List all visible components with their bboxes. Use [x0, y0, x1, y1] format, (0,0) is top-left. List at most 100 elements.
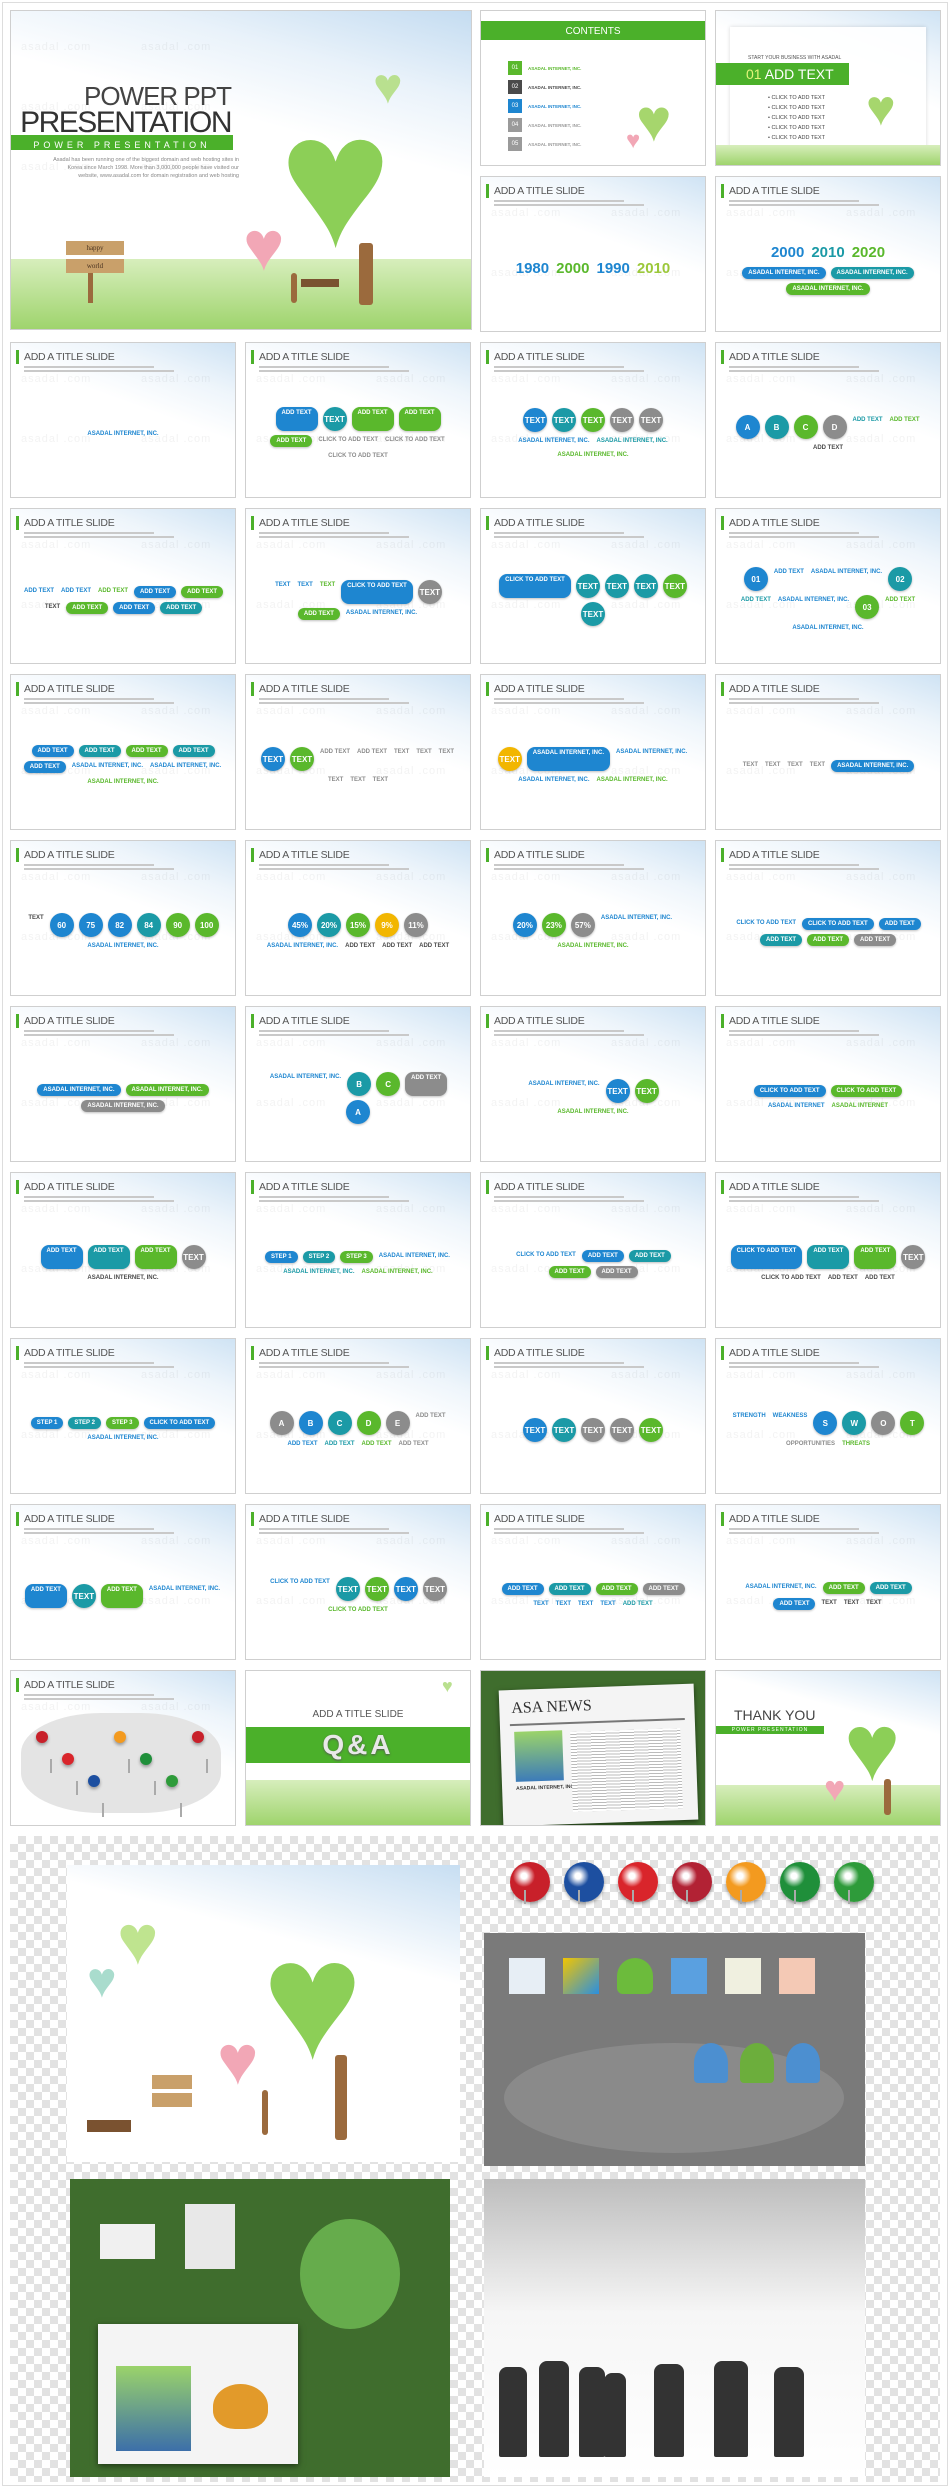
slide-subtitle-line: [729, 698, 859, 700]
diagram-text: ASADAL INTERNET, INC.: [777, 597, 850, 603]
thanks-band-text: POWER PRESENTATION: [731, 1727, 809, 1733]
title-accent-bar: [486, 350, 489, 364]
contents-item[interactable]: 03 ASADAL INTERNET, INC.: [508, 99, 581, 113]
diagram-node: 20%: [317, 913, 341, 937]
diagram-text: ASADAL INTERNET, INC.: [596, 777, 668, 783]
diagram-box: ADD TEXT: [134, 586, 176, 598]
signpost: [152, 2075, 192, 2109]
slide-title: ADD A TITLE SLIDE: [259, 1181, 350, 1193]
section-slide[interactable]: START YOUR BUSINESS WITH ASADAL 01 ADD T…: [715, 10, 941, 166]
diagram-text: TEXT: [821, 1600, 837, 1606]
thank-you-slide[interactable]: THANK YOU POWER PRESENTATION ♥ ♥: [715, 1670, 941, 1826]
diagram-text: TEXT: [533, 1601, 549, 1607]
section-bullet[interactable]: • CLICK TO ADD TEXT: [768, 135, 825, 141]
diagram-box: ADD TEXT: [23, 761, 66, 773]
slide-subtitle-line: [494, 1034, 644, 1036]
diagram-box: ASADAL INTERNET, INC.: [125, 1084, 209, 1096]
qa-slide[interactable]: ADD A TITLE SLIDE Q&A ♥: [245, 1670, 471, 1826]
slide-title: ADD A TITLE SLIDE: [729, 1015, 820, 1027]
diagram-text: ASADAL INTERNET, INC.: [616, 749, 688, 755]
slide-subtitle-line: [494, 1532, 644, 1534]
diagram-text: CLICK TO ADD TEXT: [328, 453, 388, 459]
flag-pin-icon: [140, 1753, 156, 1795]
contents-item[interactable]: 04 ASADAL INTERNET, INC.: [508, 118, 581, 132]
contents-slide[interactable]: CONTENTS 01 ASADAL INTERNET, INC. 02 ASADAL…: [480, 10, 706, 166]
diagram-node: A: [735, 415, 760, 439]
diagram-box: ASADAL INTERNET, INC.: [37, 1084, 121, 1096]
diagram-node: TEXT: [523, 1418, 547, 1442]
contents-item-number: 04: [508, 118, 522, 132]
contents-item[interactable]: 01 ASADAL INTERNET, INC.: [508, 61, 581, 75]
diagram-box: ADD TEXT: [595, 1583, 638, 1595]
contents-item[interactable]: 02 ASADAL INTERNET, INC.: [508, 80, 581, 94]
contents-item-label: ASADAL INTERNET, INC.: [528, 141, 582, 147]
slide-diagram: ASADAL INTERNET, INC. TEXT TEXT ASADAL INTE…: [493, 1045, 693, 1151]
diagram-node: C: [376, 1072, 401, 1096]
section-bullet[interactable]: • CLICK TO ADD TEXT: [768, 105, 825, 111]
slide-subtitle-line: [259, 536, 409, 538]
contents-item[interactable]: 05 ASADAL INTERNET, INC.: [508, 137, 581, 151]
flag-pin-icon: [114, 1731, 130, 1773]
diagram-text: 2010: [811, 243, 845, 261]
cover-slide[interactable]: ♥ POWER PPT PRESENTATION POWER PRESENTAT…: [10, 10, 472, 330]
section-bullet[interactable]: • CLICK TO ADD TEXT: [768, 125, 825, 131]
flag-pin-icon: [88, 1775, 104, 1817]
section-bullet[interactable]: • CLICK TO ADD TEXT: [768, 115, 825, 121]
slide-diagram: CLICK TO ADD TEXT TEXT TEXT TEXT TEXT TEXT: [493, 547, 693, 653]
slide-subtitle-line: [494, 868, 644, 870]
title-accent-bar: [721, 682, 724, 696]
diagram-node: D: [356, 1411, 381, 1435]
slide-title: ADD A TITLE SLIDE: [729, 683, 820, 695]
diagram-node: TEXT: [393, 1577, 418, 1601]
title-accent-bar: [16, 1014, 19, 1028]
news-slide[interactable]: ASA NEWS ASADAL INTERNET, INC.: [480, 1670, 706, 1826]
news-columns: [570, 1728, 683, 1812]
title-accent-bar: [251, 848, 254, 862]
slide-diagram: ASADAL INTERNET, INC. B C ADD TEXT A: [258, 1045, 458, 1151]
section-bullet[interactable]: • CLICK TO ADD TEXT: [768, 95, 825, 101]
slide-title: ADD A TITLE SLIDE: [24, 1679, 115, 1691]
title-accent-bar: [721, 516, 724, 530]
slide-diagram: STRENGTH WEAKNESS S W O T OPPORTUNITIES THREATS: [728, 1377, 928, 1483]
diagram-text: ADD TEXT: [813, 445, 843, 451]
diagram-box: ADD TEXT: [40, 1245, 83, 1269]
slide-title: ADD A TITLE SLIDE: [729, 185, 820, 197]
title-accent-bar: [486, 682, 489, 696]
flag-pin-icon: [36, 1731, 52, 1773]
